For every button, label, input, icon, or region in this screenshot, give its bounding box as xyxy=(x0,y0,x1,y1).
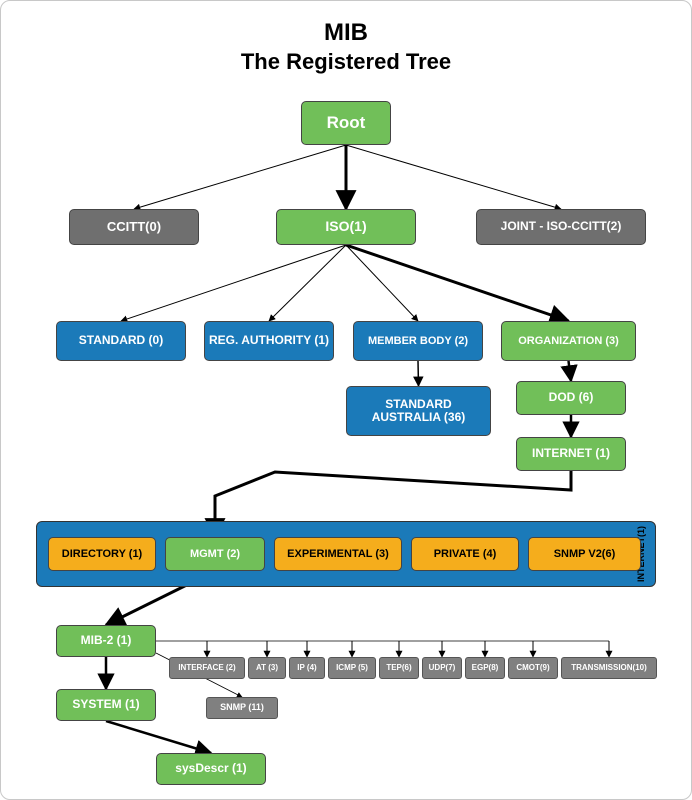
node-interface: INTERFACE (2) xyxy=(169,657,245,679)
node-mib2: MIB-2 (1) xyxy=(56,625,156,657)
title-line-2: The Registered Tree xyxy=(1,49,691,75)
node-directory: DIRECTORY (1) xyxy=(48,537,156,571)
node-mgmt: MGMT (2) xyxy=(165,537,265,571)
title-line-1: MIB xyxy=(1,19,691,47)
node-ip: IP (4) xyxy=(289,657,325,679)
node-transmission: TRANSMISSION(10) xyxy=(561,657,657,679)
node-udp: UDP(7) xyxy=(422,657,462,679)
node-ccitt: CCITT(0) xyxy=(69,209,199,245)
node-dod: DOD (6) xyxy=(516,381,626,415)
node-icmp: ICMP (5) xyxy=(328,657,376,679)
node-regauth: REG. AUTHORITY (1) xyxy=(204,321,334,361)
node-snmpv2: SNMP V2(6) xyxy=(528,537,641,571)
node-snmp: SNMP (11) xyxy=(206,697,278,719)
node-memberbody: MEMBER BODY (2) xyxy=(353,321,483,361)
diagram-page: MIB The Registered Tree INTERNET(1) Root… xyxy=(0,0,692,800)
node-standard: STANDARD (0) xyxy=(56,321,186,361)
node-joint: JOINT - ISO-CCITT(2) xyxy=(476,209,646,245)
node-experimental: EXPERIMENTAL (3) xyxy=(274,537,402,571)
node-private: PRIVATE (4) xyxy=(411,537,519,571)
node-tep: TEP(6) xyxy=(379,657,419,679)
node-cmot: CMOT(9) xyxy=(508,657,558,679)
node-organization: ORGANIZATION (3) xyxy=(501,321,636,361)
node-stdaus: STANDARD AUSTRALIA (36) xyxy=(346,386,491,436)
node-egp: EGP(8) xyxy=(465,657,505,679)
node-at: AT (3) xyxy=(248,657,286,679)
node-iso: ISO(1) xyxy=(276,209,416,245)
node-sysdescr: sysDescr (1) xyxy=(156,753,266,785)
node-root: Root xyxy=(301,101,391,145)
node-system: SYSTEM (1) xyxy=(56,689,156,721)
node-internet: INTERNET (1) xyxy=(516,437,626,471)
